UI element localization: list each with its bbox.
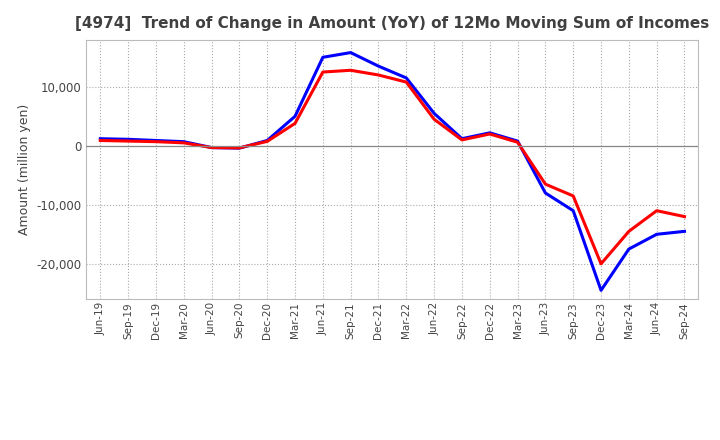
Ordinary Income [235,146,243,151]
Net Income [458,137,467,143]
Ordinary Income [291,114,300,119]
Net Income [235,145,243,150]
Ordinary Income [346,50,355,55]
Net Income [179,140,188,146]
Ordinary Income [624,246,633,252]
Ordinary Income [680,229,689,234]
Net Income [652,208,661,213]
Ordinary Income [597,288,606,293]
Net Income [346,68,355,73]
Ordinary Income [318,55,327,60]
Ordinary Income [263,138,271,143]
Net Income [374,72,383,77]
Net Income [513,139,522,145]
Net Income [430,117,438,122]
Ordinary Income [541,191,550,196]
Ordinary Income [402,75,410,81]
Net Income [263,139,271,144]
Ordinary Income [179,139,188,144]
Net Income [597,261,606,267]
Title: [4974]  Trend of Change in Amount (YoY) of 12Mo Moving Sum of Incomes: [4974] Trend of Change in Amount (YoY) o… [76,16,709,32]
Net Income [680,214,689,219]
Ordinary Income [458,136,467,141]
Ordinary Income [652,231,661,237]
Ordinary Income [96,136,104,141]
Net Income [485,132,494,137]
Net Income [624,229,633,234]
Ordinary Income [207,145,216,150]
Net Income [291,121,300,126]
Ordinary Income [152,138,161,143]
Net Income [207,145,216,150]
Line: Ordinary Income: Ordinary Income [100,52,685,290]
Ordinary Income [124,137,132,142]
Net Income [569,193,577,198]
Net Income [541,182,550,187]
Ordinary Income [569,208,577,213]
Net Income [124,139,132,144]
Net Income [152,139,161,144]
Net Income [318,70,327,75]
Ordinary Income [430,111,438,116]
Net Income [402,80,410,85]
Net Income [96,138,104,143]
Ordinary Income [513,139,522,144]
Ordinary Income [485,130,494,136]
Line: Net Income: Net Income [100,70,685,264]
Ordinary Income [374,63,383,69]
Y-axis label: Amount (million yen): Amount (million yen) [18,104,31,235]
